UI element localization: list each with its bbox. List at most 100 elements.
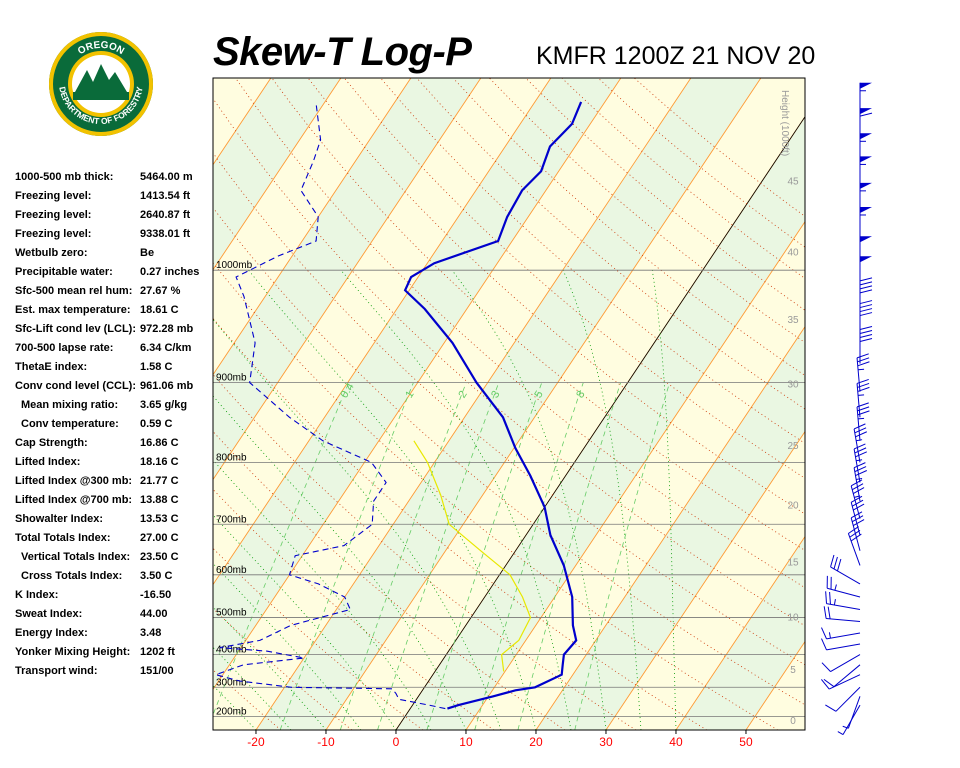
wind-barb-pennant	[860, 236, 872, 243]
index-value: 1.58 C	[140, 361, 173, 373]
wind-barb-flag	[823, 606, 827, 619]
wind-barb	[859, 256, 872, 291]
wind-barb	[825, 686, 861, 712]
wind-barb-half-flag	[856, 439, 863, 442]
wind-barb	[850, 495, 865, 536]
dry-adiabat	[213, 669, 282, 730]
mixing-ratio-line	[426, 382, 543, 730]
wind-barb	[842, 696, 861, 729]
index-value: 0.27 inches	[140, 266, 200, 278]
index-value: Be	[140, 247, 155, 259]
mixing-ratio-line	[517, 382, 621, 730]
isotherm-line	[213, 78, 552, 586]
x-tick-label: -20	[247, 735, 265, 749]
mixing-ratio-label: 3	[489, 389, 502, 401]
wind-barb	[823, 664, 861, 688]
dry-adiabat	[235, 78, 805, 589]
wind-barb-pennant	[860, 182, 872, 189]
x-tick-label: 0	[393, 735, 400, 749]
zero-isotherm-line	[395, 116, 805, 730]
index-value: 2640.87 ft	[140, 209, 191, 221]
wind-barb-flag	[821, 662, 831, 672]
wind-barb-flag	[857, 357, 870, 363]
temperature-trace	[403, 101, 583, 710]
index-label: Lifted Index @300 mb:	[15, 475, 133, 487]
wind-barb-flag	[833, 556, 838, 570]
parcel-trace	[413, 440, 532, 672]
wind-barb-flag	[859, 326, 873, 330]
height-tick-label: 45	[787, 177, 799, 188]
isobar-label: 900mb	[216, 373, 247, 384]
index-value: -16.50	[140, 589, 172, 601]
mixing-ratio-line	[339, 382, 467, 730]
wind-barb-flag	[859, 289, 873, 294]
dry-adiabat	[213, 317, 707, 730]
index-value: 27.00 C	[140, 532, 179, 544]
wind-barb	[859, 206, 872, 241]
isotherm-line	[213, 78, 482, 481]
wind-barb-flag	[851, 515, 864, 523]
isobar-label: 1000mb	[216, 260, 253, 271]
mixing-ratio-line	[377, 382, 500, 730]
wind-barb-half-flag	[858, 417, 865, 420]
index-label: Precipitable water:	[15, 266, 113, 278]
index-value: 972.28 mb	[140, 323, 194, 335]
wind-barb-flag	[854, 466, 867, 473]
plot-frame	[212, 77, 806, 731]
index-label: Mean mixing ratio:	[21, 399, 119, 411]
index-label: Lifted Index:	[15, 456, 81, 468]
index-label: Yonker Mixing Height:	[15, 646, 131, 658]
wind-barb-flag	[853, 462, 866, 469]
height-tick-label: 15	[787, 557, 799, 568]
index-label: Sfc-500 mean rel hum:	[15, 285, 133, 297]
index-label: Est. max temperature:	[15, 304, 131, 316]
isotherm-line	[675, 535, 805, 730]
mixing-ratio-line	[213, 382, 350, 716]
mixing-ratio-label: 1	[403, 389, 416, 401]
isobar-label: 800mb	[216, 452, 247, 463]
index-value: 3.48	[140, 627, 162, 639]
wind-barb	[859, 236, 872, 271]
index-value: 961.06 mb	[140, 380, 194, 392]
wind-barb	[850, 511, 865, 551]
wind-barb	[826, 575, 861, 598]
wind-barb-half-flag	[833, 599, 836, 606]
wind-barb-staff	[856, 357, 861, 392]
wind-barb-flag	[859, 312, 873, 317]
isotherm-line	[465, 220, 805, 730]
index-value: 18.16 C	[140, 456, 179, 468]
index-value: 1413.54 ft	[140, 190, 191, 202]
wind-barb-staff	[847, 533, 861, 566]
wind-barb	[823, 606, 861, 623]
wind-barb-flag	[837, 558, 842, 572]
height-tick-label: 5	[790, 665, 796, 676]
index-label: Sweat Index:	[15, 608, 83, 620]
index-value: 9338.01 ft	[140, 228, 191, 240]
index-label: 700-500 lapse rate:	[15, 342, 114, 354]
wind-barb-pennant	[860, 156, 872, 163]
wind-barb-pennant	[860, 82, 872, 89]
moist-adiabat	[340, 269, 572, 730]
isobar-label: 400mb	[216, 645, 247, 656]
wind-barb-half-flag	[834, 584, 837, 591]
wind-barb-staff	[853, 448, 861, 483]
wind-barb-flag	[851, 499, 864, 507]
mixing-ratio-label: 2	[456, 389, 469, 401]
index-label: Showalter Index:	[15, 513, 104, 525]
index-label: 1000-500 mb thick:	[15, 171, 114, 183]
dry-adiabat	[213, 547, 424, 730]
logo-top-text: OREGON	[76, 40, 126, 57]
wind-barb-flag	[849, 529, 861, 538]
height-tick-label: 30	[787, 379, 799, 390]
index-label: Vertical Totals Index:	[21, 551, 131, 563]
wind-barb-flag	[855, 451, 867, 458]
index-label: Energy Index:	[15, 627, 88, 639]
isobar-label: 700mb	[216, 514, 247, 525]
index-label: K Index:	[15, 589, 59, 601]
moist-adiabat	[562, 270, 642, 730]
wind-barb-half-flag	[837, 731, 844, 736]
isotherm-band	[213, 78, 691, 730]
x-tick-label: 10	[459, 735, 473, 749]
moist-adiabat	[451, 269, 607, 730]
